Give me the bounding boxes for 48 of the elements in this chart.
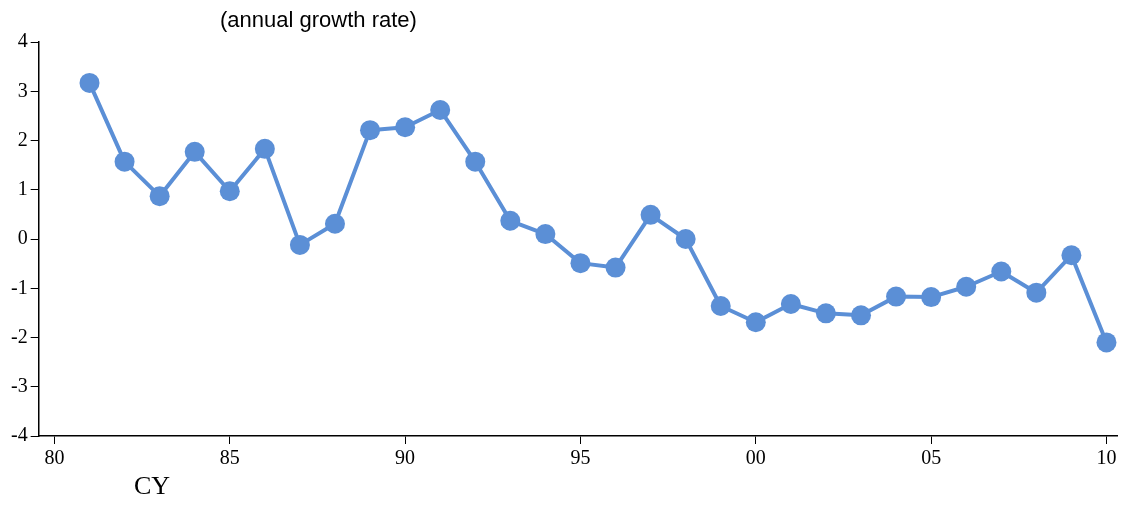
y-tick-label: 4: [17, 29, 28, 52]
x-tick-label: 00: [745, 446, 766, 469]
point: [149, 186, 170, 207]
point: [640, 204, 661, 225]
point: [605, 257, 626, 278]
point: [79, 72, 100, 93]
point: [1096, 332, 1117, 353]
point: [500, 210, 521, 231]
point: [815, 303, 836, 324]
x-tick-label: 95: [570, 446, 591, 469]
point: [254, 138, 275, 159]
chart-title: (annual growth rate): [220, 7, 417, 33]
x-tick-label: 90: [395, 446, 416, 469]
point: [921, 287, 942, 308]
point: [535, 224, 556, 245]
x-tick-label: 05: [921, 446, 942, 469]
point: [956, 276, 977, 297]
point: [465, 151, 486, 172]
point: [114, 151, 135, 172]
point: [710, 295, 731, 316]
x-tick-label: 80: [44, 446, 65, 469]
y-tick-label: 1: [17, 177, 28, 199]
y-tick-label: 2: [17, 127, 28, 150]
y-tick-label: 3: [17, 78, 28, 101]
y-tick-label: 0: [17, 226, 28, 249]
point: [184, 141, 205, 162]
point: [570, 253, 591, 274]
point: [324, 213, 345, 234]
x-tick-label: 10: [1096, 446, 1117, 469]
y-tick-label: -2: [10, 324, 28, 347]
y-tick-label: -1: [10, 275, 28, 298]
point: [360, 120, 381, 141]
point: [991, 261, 1012, 282]
point: [675, 229, 696, 249]
point: [395, 117, 416, 138]
point: [1026, 282, 1047, 303]
point: [430, 99, 451, 120]
y-tick-label: -4: [10, 423, 28, 446]
x-tick-label: 85: [219, 446, 240, 469]
point: [289, 234, 310, 255]
point: [780, 294, 801, 315]
point: [219, 181, 240, 202]
text: CY: [134, 470, 171, 500]
y-tick-label: -3: [10, 374, 28, 396]
point: [745, 312, 766, 333]
point: [886, 286, 907, 307]
point: [851, 305, 871, 326]
point: [1061, 245, 1082, 266]
